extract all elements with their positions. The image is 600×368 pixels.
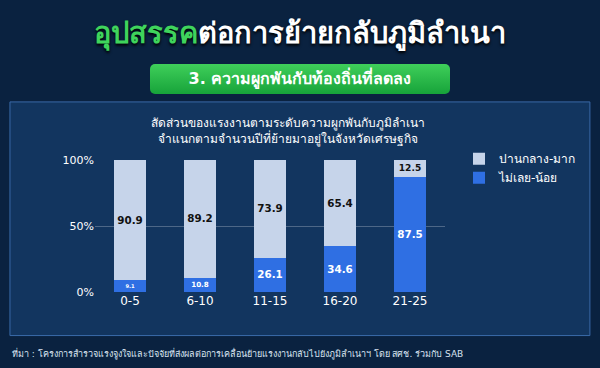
svg-text:90.9: 90.9	[117, 214, 142, 226]
svg-text:9.1: 9.1	[125, 283, 135, 289]
html-text:3. ความผูกพันกับท้องถิ่นที่ลดล: 3. ความผูกพันกับท้องถิ่นที่ลดลง	[188, 69, 412, 88]
svg-text:6-10: 6-10	[186, 294, 213, 308]
svg-text:0-5: 0-5	[120, 294, 140, 308]
svg-text:21-25: 21-25	[393, 294, 428, 308]
svg-text:73.9: 73.9	[257, 202, 282, 214]
svg-text:65.4: 65.4	[327, 197, 352, 209]
svg-text:50%: 50%	[70, 220, 94, 233]
svg-text:สัดส่วนของแรงงานตามระดับความผู: สัดส่วนของแรงงานตามระดับความผูกพันกับภูม…	[151, 116, 425, 147]
svg-text:26.1: 26.1	[257, 268, 282, 280]
svg-text:89.2: 89.2	[187, 212, 212, 224]
svg-text:0%: 0%	[77, 286, 94, 299]
svg-text:87.5: 87.5	[397, 228, 422, 240]
svg-text:11-15: 11-15	[253, 294, 288, 308]
html-text:ที่มา : โครงการสำรวจแรงจูงใจแล: ที่มา : โครงการสำรวจแรงจูงใจและปัจจัยที่…	[12, 349, 464, 359]
svg-text:100%: 100%	[63, 154, 94, 167]
svg-text:10.8: 10.8	[191, 280, 209, 289]
svg-text:ไม่เลย-น้อย: ไม่เลย-น้อย	[498, 171, 557, 185]
svg-text:ปานกลาง-มาก: ปานกลาง-มาก	[499, 152, 575, 166]
html-text:อุปสรรค ต่อการย้ายกลับภูมิลำเน: อุปสรรค ต่อการย้ายกลับภูมิลำเนา	[94, 16, 506, 50]
svg-text:34.6: 34.6	[327, 263, 352, 275]
svg-text:12.5: 12.5	[399, 163, 421, 173]
svg-text:16-20: 16-20	[323, 294, 358, 308]
